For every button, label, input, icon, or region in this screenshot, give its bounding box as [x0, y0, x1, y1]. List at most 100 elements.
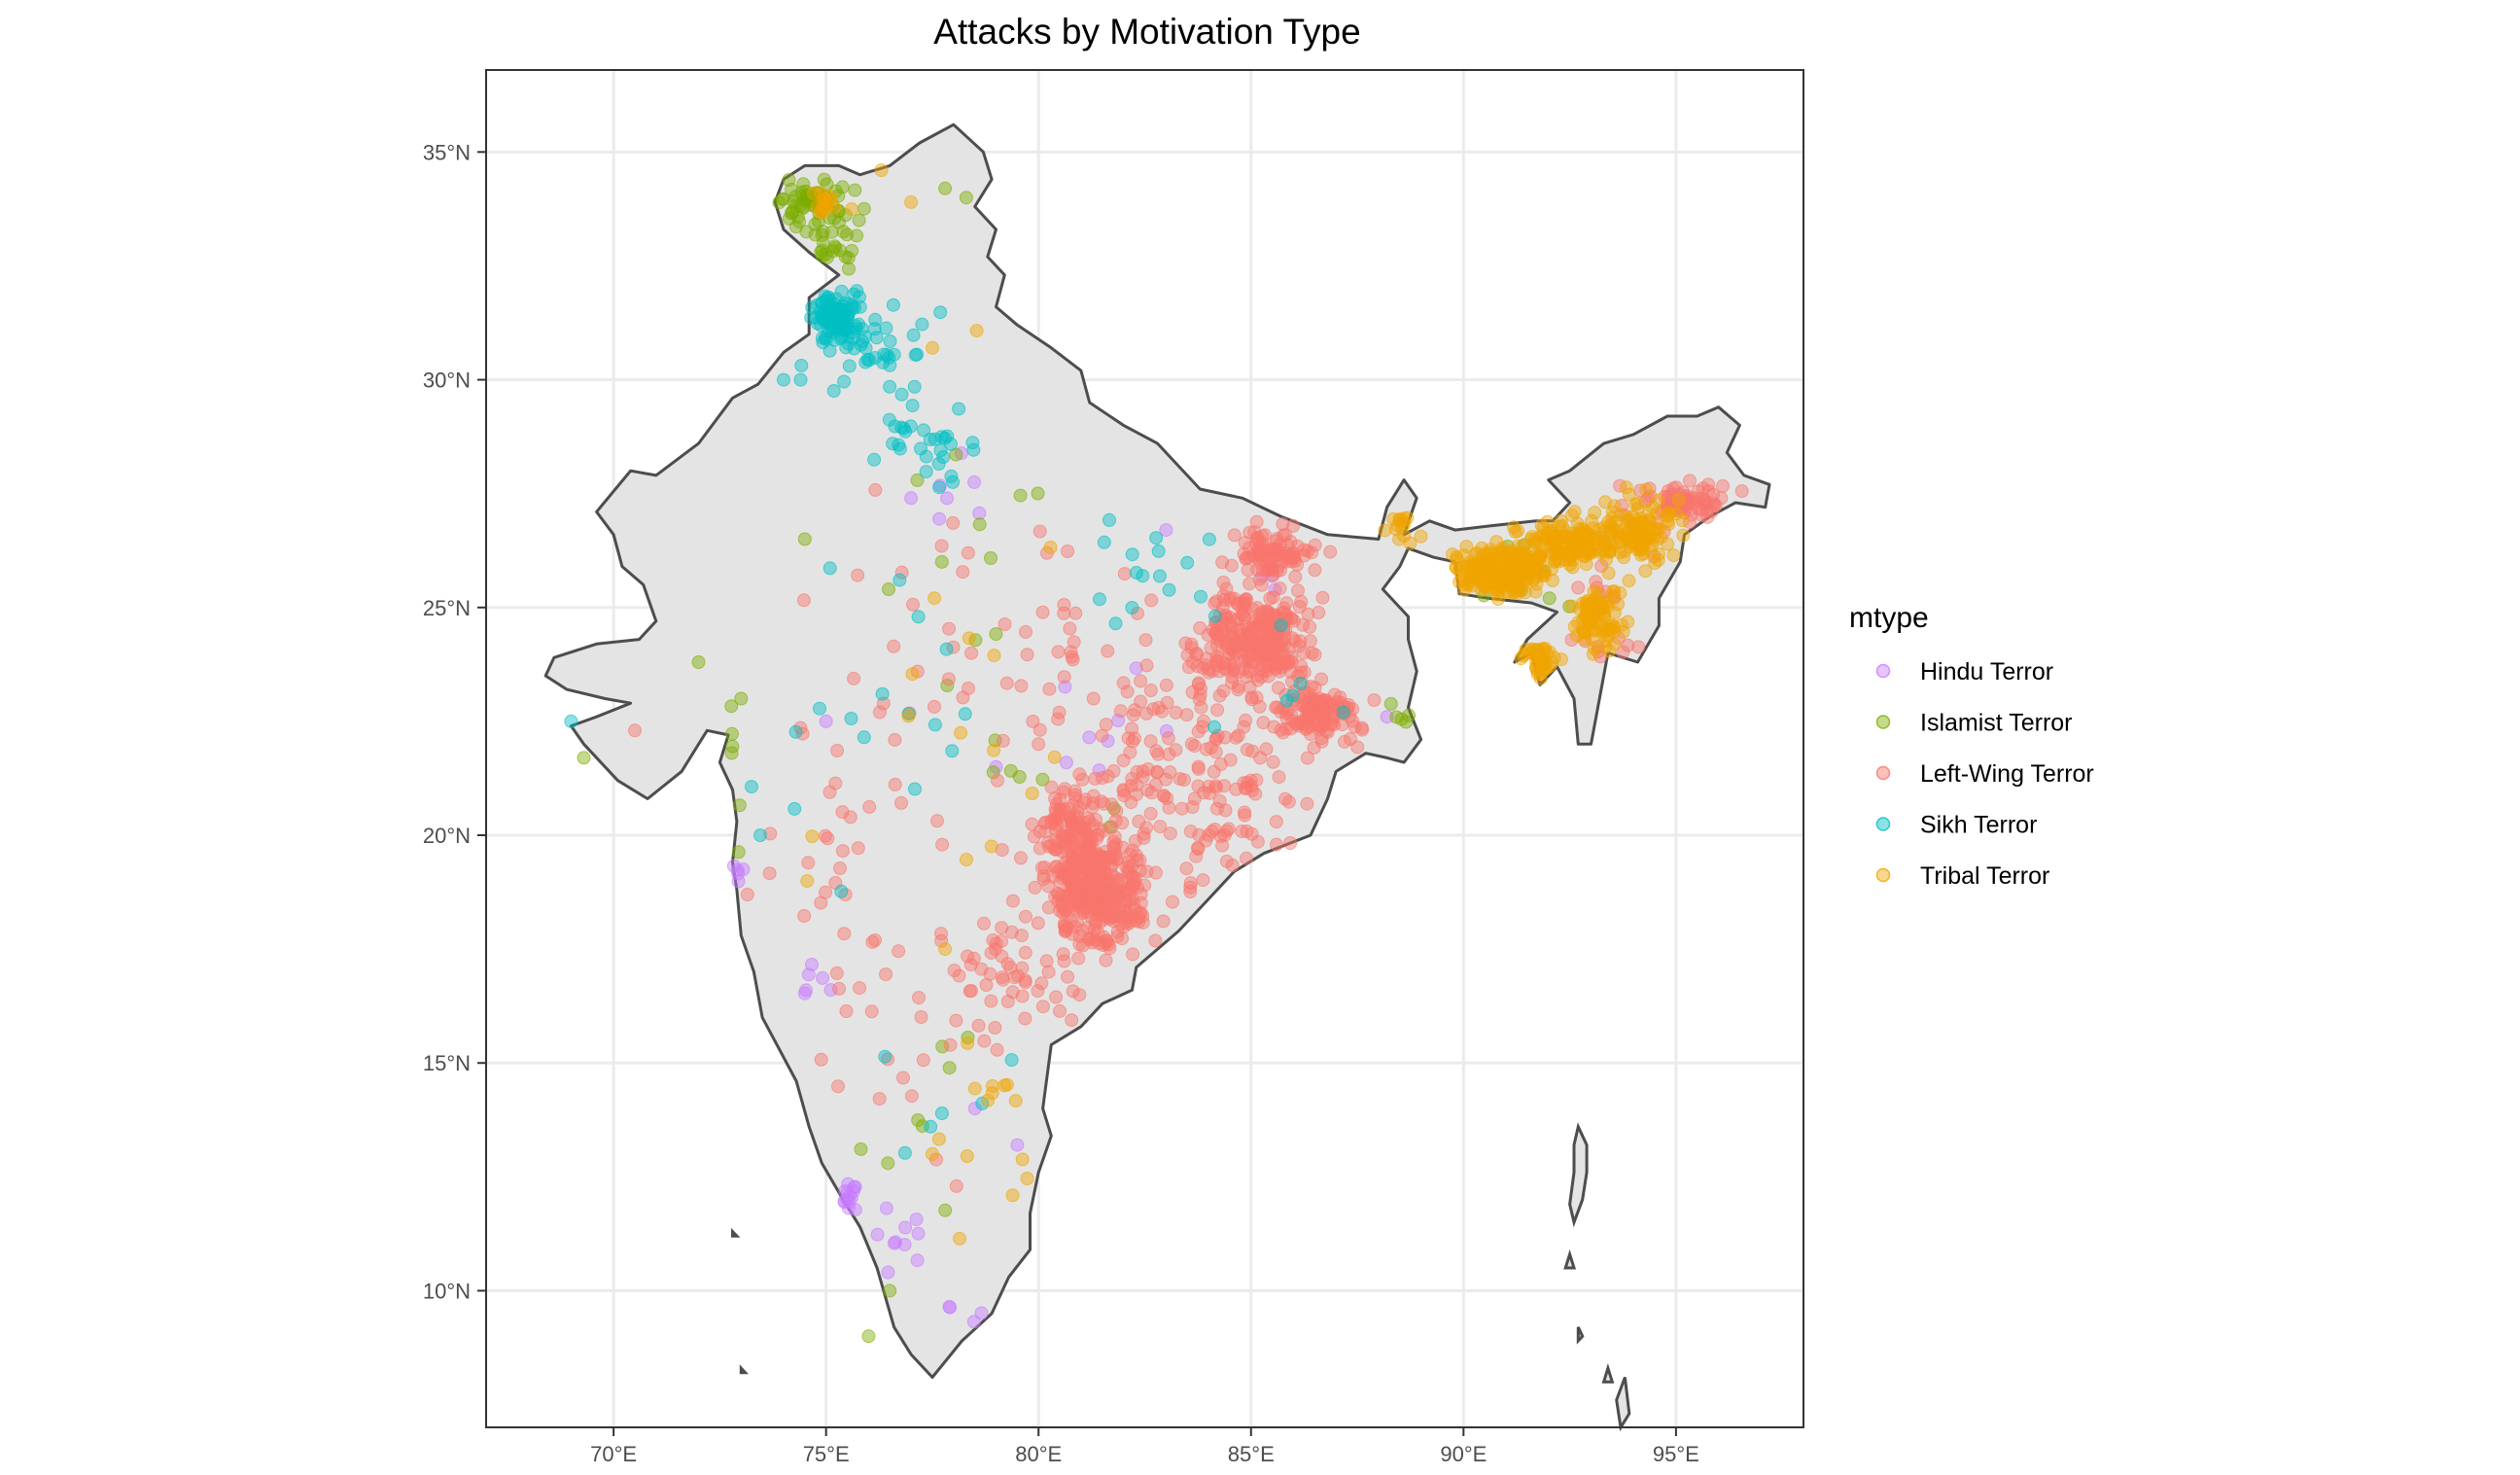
data-point: [1508, 524, 1522, 539]
legend-key: [1875, 715, 1891, 729]
data-point: [1255, 529, 1270, 544]
data-point: [1204, 740, 1218, 755]
data-point: [908, 782, 922, 796]
data-point: [1277, 601, 1291, 615]
data-point: [1240, 743, 1254, 756]
data-point: [577, 751, 591, 765]
data-point: [1303, 619, 1317, 634]
x-tick-label: 90°E: [1440, 1442, 1487, 1466]
data-point: [1290, 557, 1305, 572]
data-point: [964, 646, 979, 660]
x-tick-label: 85°E: [1228, 1442, 1275, 1466]
data-point: [815, 243, 829, 258]
data-point: [1193, 621, 1208, 635]
data-point: [1336, 705, 1350, 720]
data-point: [965, 436, 980, 450]
data-point: [1278, 791, 1292, 806]
data-point: [1152, 569, 1167, 583]
data-point: [1272, 770, 1286, 785]
data-point: [1144, 593, 1159, 608]
data-point: [1251, 648, 1266, 662]
data-point: [1414, 529, 1428, 544]
data-point: [1051, 645, 1066, 659]
data-point: [940, 429, 955, 443]
data-point: [725, 726, 739, 741]
data-point: [1257, 528, 1272, 543]
legend-label: Islamist Terror: [1920, 710, 2073, 737]
data-point: [1269, 815, 1283, 829]
data-point: [840, 228, 855, 242]
data-point: [1528, 584, 1543, 599]
data-point: [1676, 528, 1691, 543]
data-point: [1533, 671, 1548, 685]
data-point: [1163, 826, 1177, 841]
data-point: [972, 506, 987, 520]
data-point: [830, 744, 845, 757]
x-tick-label: 80°E: [1015, 1442, 1062, 1466]
data-point: [1036, 872, 1051, 887]
data-point: [1286, 614, 1301, 628]
data-point: [1383, 696, 1398, 711]
data-point: [793, 372, 808, 387]
data-point: [1118, 904, 1133, 919]
data-point: [906, 597, 920, 612]
data-point: [1675, 513, 1690, 528]
data-point: [1588, 506, 1602, 520]
data-point: [841, 309, 855, 324]
legend-label: Left-Wing Terror: [1920, 760, 2094, 788]
data-point: [797, 986, 812, 1001]
data-point: [1064, 645, 1078, 659]
data-point: [1642, 513, 1657, 528]
legend-label: Tribal Terror: [1920, 862, 2049, 890]
data-point: [777, 372, 790, 387]
data-point: [1285, 631, 1300, 646]
data-point: [734, 691, 749, 706]
data-point: [892, 944, 906, 959]
data-point: [1101, 769, 1115, 784]
data-point: [897, 1145, 912, 1160]
data-point: [845, 202, 859, 217]
data-point: [1194, 589, 1208, 604]
data-point: [1043, 541, 1058, 555]
data-point: [1266, 646, 1280, 660]
data-point: [906, 328, 921, 342]
data-point: [1209, 626, 1224, 641]
data-point: [987, 743, 1001, 757]
data-point: [953, 1231, 966, 1246]
data-point: [1231, 683, 1245, 697]
data-point: [1276, 634, 1289, 649]
data-point: [1018, 975, 1032, 990]
data-point: [1025, 787, 1039, 800]
data-point: [926, 1146, 939, 1161]
data-point: [842, 262, 856, 276]
data-point: [991, 773, 1004, 788]
data-point: [1338, 734, 1351, 749]
data-point: [1122, 916, 1136, 931]
data-point: [1008, 1094, 1023, 1108]
data-point: [1701, 477, 1716, 492]
data-point: [1057, 598, 1071, 612]
data-point: [796, 593, 811, 608]
data-point: [987, 649, 1001, 663]
data-point: [1332, 701, 1347, 716]
data-point: [910, 1253, 925, 1268]
data-point: [959, 191, 973, 205]
data-point: [1150, 764, 1165, 779]
data-point: [1219, 662, 1234, 677]
data-point: [1274, 722, 1288, 737]
data-point: [1085, 800, 1100, 815]
legend-key: [1875, 867, 1891, 883]
data-point: [740, 888, 754, 901]
data-point: [1661, 514, 1674, 529]
data-point: [943, 1037, 958, 1052]
data-point: [1490, 575, 1505, 589]
data-point: [943, 1300, 958, 1315]
data-point: [1163, 765, 1177, 780]
data-point: [904, 194, 919, 209]
data-point: [1532, 551, 1547, 566]
data-point: [1208, 779, 1223, 793]
data-point: [839, 1004, 854, 1018]
data-point: [1004, 1053, 1019, 1068]
data-point: [1057, 954, 1071, 968]
data-point: [1474, 582, 1488, 597]
